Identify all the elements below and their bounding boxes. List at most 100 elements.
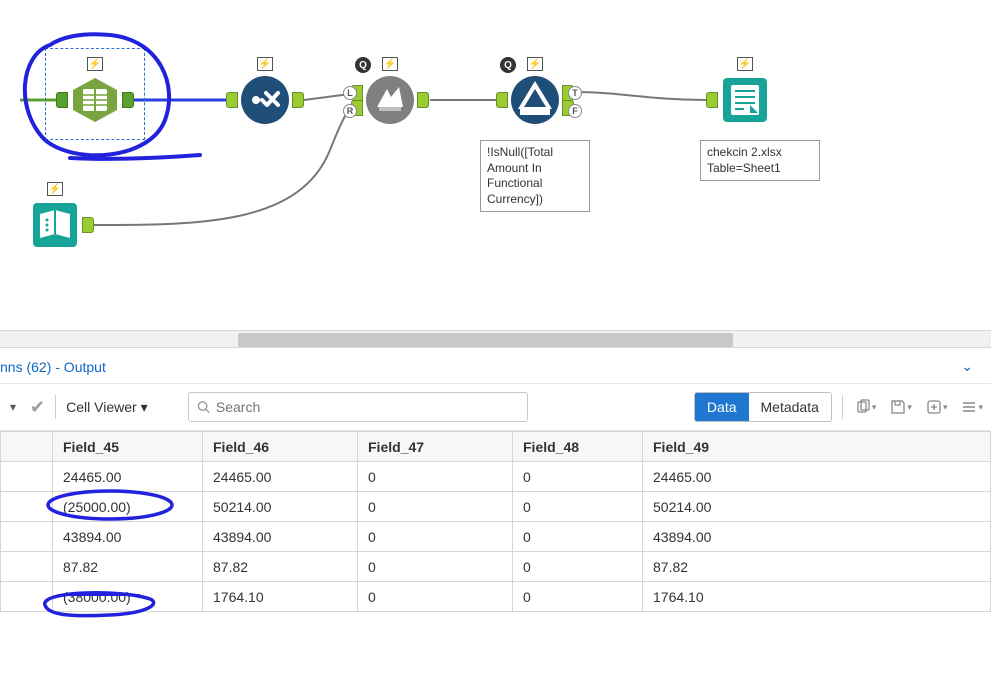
check-icon[interactable]: ✔ [30,397,45,418]
cell[interactable]: 43894.00 [203,522,358,552]
separator [55,395,56,419]
table-row[interactable]: 43894.00 43894.00 0 0 43894.00 [1,522,991,552]
output-data-tool[interactable]: ⚡ [720,75,770,125]
save-icon[interactable]: ▾ [888,397,914,417]
q-badge: Q [500,57,516,73]
results-grid-container: Field_45 Field_46 Field_47 Field_48 Fiel… [0,431,991,612]
results-panel-header[interactable]: nns (62) - Output ⌄ [0,348,991,384]
add-icon[interactable]: ▾ [924,397,950,417]
output-table-label: Table=Sheet1 [707,161,781,175]
cell[interactable]: 87.82 [53,552,203,582]
join-icon [365,75,415,125]
cell[interactable]: 0 [513,462,643,492]
cell[interactable]: 0 [358,552,513,582]
cell[interactable]: 24465.00 [203,462,358,492]
cell-viewer-label: Cell Viewer [66,399,137,415]
col-header[interactable]: Field_49 [643,432,991,462]
results-grid[interactable]: Field_45 Field_46 Field_47 Field_48 Fiel… [0,431,991,612]
cell[interactable]: 0 [513,492,643,522]
input-anchor-out[interactable] [122,92,134,108]
lightning-icon: ⚡ [737,57,753,71]
cell[interactable]: 0 [358,582,513,612]
workflow-canvas[interactable]: ⚡ ⚡ ⚡ Q L R [0,0,991,330]
output-config-label: chekcin 2.xlsx Table=Sheet1 [700,140,820,181]
dropdown-caret[interactable]: ▾ [6,398,20,416]
cell[interactable]: 24465.00 [643,462,991,492]
data-tab[interactable]: Data [695,393,749,421]
cell[interactable] [1,552,53,582]
col-header[interactable]: Field_45 [53,432,203,462]
caret-down-icon: ▾ [141,399,148,416]
table-row[interactable]: 24465.00 24465.00 0 0 24465.00 [1,462,991,492]
macro-anchor-out[interactable] [82,217,94,233]
table-row[interactable]: (25000.00) 50214.00 0 0 50214.00 [1,492,991,522]
filter-expression-label: !IsNull([Total Amount In Functional Curr… [480,140,590,212]
cell[interactable]: 0 [513,522,643,552]
table-row[interactable]: (38000.00) 1764.10 0 0 1764.10 [1,582,991,612]
cell[interactable]: 87.82 [203,552,358,582]
data-metadata-toggle[interactable]: Data Metadata [694,392,832,422]
cell[interactable]: 0 [358,522,513,552]
filter-anchor-t-label: T [568,86,582,100]
select-anchor-in[interactable] [226,92,238,108]
join-anchor-l-label: L [343,86,357,100]
results-title: nns (62) - Output [0,359,106,375]
lightning-icon: ⚡ [382,57,398,71]
copy-icon[interactable]: ▾ [853,397,879,417]
select-anchor-out[interactable] [292,92,304,108]
input-anchor-in[interactable] [56,92,68,108]
cell[interactable] [1,462,53,492]
results-toolbar: ▾ ✔ Cell Viewer ▾ Data Metadata ▾ ▾ ▾ ▾ [0,384,991,431]
canvas-horizontal-scrollbar[interactable] [0,330,991,348]
input-data-icon [70,75,120,125]
list-icon[interactable]: ▾ [959,397,985,417]
join-tool[interactable]: ⚡ Q L R [365,75,415,125]
select-tool[interactable]: ⚡ [240,75,290,125]
cell[interactable]: 1764.10 [203,582,358,612]
cell[interactable]: (25000.00) [53,492,203,522]
col-header[interactable]: Field_47 [358,432,513,462]
lightning-icon: ⚡ [257,57,273,71]
lightning-icon: ⚡ [87,57,103,71]
filter-tool[interactable]: ⚡ Q T F [510,75,560,125]
cell[interactable]: 43894.00 [643,522,991,552]
cell-viewer-dropdown[interactable]: Cell Viewer ▾ [66,399,148,416]
cell[interactable] [1,492,53,522]
cell[interactable]: 50214.00 [203,492,358,522]
search-box[interactable] [188,392,528,422]
cell[interactable]: 0 [358,492,513,522]
col-header[interactable]: Field_48 [513,432,643,462]
metadata-tab[interactable]: Metadata [749,393,831,421]
q-badge: Q [355,57,371,73]
output-data-icon [720,75,770,125]
cell[interactable]: 43894.00 [53,522,203,552]
chevron-down-icon[interactable]: ⌄ [961,358,983,375]
lightning-icon: ⚡ [527,57,543,71]
macro-tool[interactable]: ⚡ [30,200,80,250]
cell[interactable] [1,522,53,552]
table-row[interactable]: 87.82 87.82 0 0 87.82 [1,552,991,582]
macro-icon [30,200,80,250]
search-input[interactable] [216,399,519,415]
filter-icon [510,75,560,125]
cell[interactable]: 24465.00 [53,462,203,492]
select-icon [240,75,290,125]
cell[interactable]: 50214.00 [643,492,991,522]
cell[interactable]: 87.82 [643,552,991,582]
filter-anchor-f-label: F [568,104,582,118]
input-data-tool[interactable]: ⚡ [70,75,120,125]
output-anchor-in[interactable] [706,92,718,108]
filter-anchor-in[interactable] [496,92,508,108]
cell[interactable]: 0 [358,462,513,492]
cell[interactable]: 0 [513,552,643,582]
cell[interactable]: (38000.00) [53,582,203,612]
col-header[interactable]: Field_46 [203,432,358,462]
scrollbar-thumb[interactable] [238,333,734,347]
search-icon [197,400,210,414]
join-anchor-out[interactable] [417,92,429,108]
col-rownum[interactable] [1,432,53,462]
join-anchor-r-label: R [343,104,357,118]
cell[interactable]: 1764.10 [643,582,991,612]
cell[interactable]: 0 [513,582,643,612]
cell[interactable] [1,582,53,612]
